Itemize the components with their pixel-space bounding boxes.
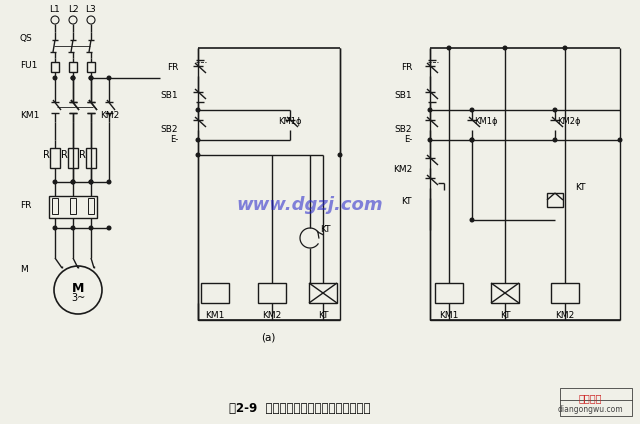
Text: KM1: KM1 — [205, 310, 225, 320]
Circle shape — [503, 46, 507, 50]
Circle shape — [553, 108, 557, 112]
Text: KM1ϕ: KM1ϕ — [278, 117, 301, 126]
Bar — [258, 283, 286, 303]
Bar — [69, 62, 77, 72]
Text: FR: FR — [166, 64, 178, 73]
Text: diangongwu.com: diangongwu.com — [557, 405, 623, 415]
Text: L1: L1 — [50, 5, 60, 14]
Text: M: M — [20, 265, 28, 274]
Circle shape — [53, 180, 57, 184]
Text: 电工之屋: 电工之屋 — [579, 393, 602, 403]
Circle shape — [71, 180, 75, 184]
Bar — [51, 62, 59, 72]
Text: KM1: KM1 — [439, 310, 459, 320]
Bar — [70, 198, 76, 214]
Text: 3~: 3~ — [71, 293, 85, 303]
Text: L3: L3 — [86, 5, 97, 14]
Bar — [50, 148, 60, 168]
Circle shape — [89, 180, 93, 184]
Circle shape — [338, 153, 342, 157]
Text: KT: KT — [575, 182, 586, 192]
Text: KM1: KM1 — [20, 111, 40, 120]
Circle shape — [196, 138, 200, 142]
Circle shape — [470, 138, 474, 142]
Bar — [309, 283, 337, 303]
Text: R: R — [79, 150, 85, 160]
Circle shape — [428, 108, 432, 112]
Circle shape — [563, 46, 567, 50]
Circle shape — [108, 180, 111, 184]
Text: (a): (a) — [261, 333, 275, 343]
Text: FU1: FU1 — [20, 61, 37, 70]
Text: QS: QS — [20, 33, 33, 42]
Text: KT: KT — [401, 198, 412, 206]
Text: KM2ϕ: KM2ϕ — [557, 117, 580, 126]
Circle shape — [553, 138, 557, 142]
Bar — [52, 198, 58, 214]
Bar — [551, 283, 579, 303]
Text: KM2: KM2 — [100, 111, 119, 120]
Bar — [68, 148, 78, 168]
Text: FR: FR — [20, 201, 31, 209]
Text: E-: E- — [404, 136, 412, 145]
Text: www.dgzj.com: www.dgzj.com — [237, 196, 383, 214]
Circle shape — [89, 76, 93, 80]
Text: E-: E- — [170, 136, 178, 145]
Text: KM2: KM2 — [556, 310, 575, 320]
Text: SB2: SB2 — [161, 126, 178, 134]
Circle shape — [89, 180, 93, 184]
Bar — [88, 198, 94, 214]
Text: L2: L2 — [68, 5, 78, 14]
Circle shape — [71, 180, 75, 184]
Bar — [435, 283, 463, 303]
Circle shape — [618, 138, 622, 142]
Text: KT: KT — [320, 226, 330, 234]
Text: FR: FR — [401, 64, 412, 73]
Text: SB1: SB1 — [161, 90, 178, 100]
Circle shape — [53, 226, 57, 230]
Bar — [491, 283, 519, 303]
Circle shape — [71, 76, 75, 80]
Circle shape — [108, 76, 111, 80]
Text: R: R — [61, 150, 67, 160]
Circle shape — [428, 138, 432, 142]
Circle shape — [470, 218, 474, 222]
Bar — [86, 148, 96, 168]
Bar — [49, 196, 97, 218]
Circle shape — [108, 226, 111, 230]
Bar — [87, 62, 95, 72]
Bar — [201, 283, 229, 303]
Circle shape — [89, 76, 93, 80]
Text: KT: KT — [317, 310, 328, 320]
Circle shape — [447, 46, 451, 50]
Text: SB1: SB1 — [394, 90, 412, 100]
Circle shape — [71, 226, 75, 230]
Circle shape — [196, 108, 200, 112]
Text: KM2: KM2 — [393, 165, 412, 175]
Text: KM2: KM2 — [262, 310, 282, 320]
Circle shape — [53, 76, 57, 80]
Text: KT: KT — [500, 310, 510, 320]
Bar — [547, 193, 563, 207]
Bar — [560, 388, 632, 416]
Text: 图2-9  定子电路串电阻降压启动控制线路: 图2-9 定子电路串电阻降压启动控制线路 — [229, 402, 371, 415]
Text: M: M — [72, 282, 84, 295]
Circle shape — [470, 138, 474, 142]
Circle shape — [71, 76, 75, 80]
Text: KM1ϕ: KM1ϕ — [474, 117, 497, 126]
Text: SB2: SB2 — [394, 126, 412, 134]
Text: R: R — [43, 150, 49, 160]
Circle shape — [196, 153, 200, 157]
Circle shape — [470, 108, 474, 112]
Circle shape — [89, 226, 93, 230]
